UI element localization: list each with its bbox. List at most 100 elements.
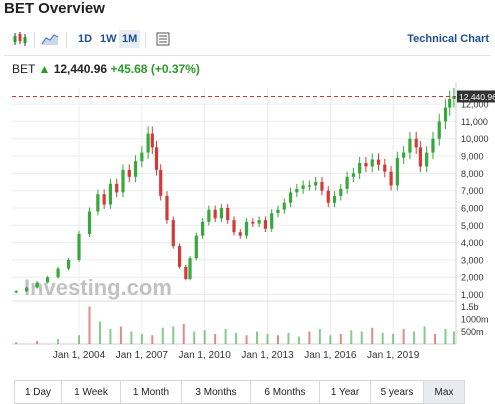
candle (115, 183, 119, 193)
last-price-tag (457, 90, 495, 103)
volume-bar (130, 331, 133, 344)
y-tick-label: 3,000 (461, 255, 484, 265)
candle (414, 138, 418, 148)
volume-bar (256, 331, 259, 344)
candle (370, 159, 374, 167)
range-1-month-button[interactable]: 1 Month (121, 381, 182, 403)
range-3-months-button[interactable]: 3 Months (182, 381, 251, 403)
candle (345, 176, 349, 189)
y-tick-label: 12,000 (461, 100, 489, 110)
area-chart-icon[interactable] (40, 30, 60, 48)
candle (102, 194, 106, 205)
volume-bar (318, 329, 321, 344)
y-tick-label: 1,000 (461, 290, 484, 300)
interval-1m-button[interactable]: 1M (119, 30, 141, 48)
candlestick-icon[interactable] (10, 30, 30, 48)
y-tick-label: 6,000 (461, 203, 484, 213)
candle (418, 147, 422, 167)
price-change-percent: (+0.37%) (150, 62, 200, 76)
candle (452, 96, 456, 99)
candle (127, 169, 131, 177)
y-tick-label: 8,000 (461, 169, 484, 179)
y-tick-label: 2,000 (461, 273, 484, 283)
volume-bar (161, 327, 164, 344)
volume-bar (381, 332, 384, 344)
last-price: 12,440.96 (53, 62, 108, 76)
volume-bar (235, 332, 238, 344)
candle (219, 207, 224, 219)
candle (431, 138, 435, 153)
candle (159, 169, 163, 196)
volume-tick-label: 1.5b (461, 302, 479, 312)
candle (301, 185, 305, 189)
candle (276, 209, 280, 214)
x-tick-label: Jan 1, 2010 (179, 350, 232, 361)
candle (213, 209, 217, 219)
toolbar-divider (66, 32, 67, 48)
candle (288, 192, 293, 203)
volume-bar (36, 341, 39, 344)
volume-bar (360, 331, 363, 344)
last-price-label: 12,440.96 (459, 92, 495, 102)
x-tick-label: Jan 1, 2016 (304, 350, 357, 361)
quote-summary: BET ▲ 12,440.96 +45.68 (+0.37%) (12, 62, 200, 76)
index-name: BET (12, 62, 36, 76)
interval-1d-button[interactable]: 1D (78, 33, 93, 45)
chart-toolbar: 1D 1W 1M (8, 30, 492, 50)
y-tick-label: 7,000 (461, 186, 484, 196)
volume-bar (78, 335, 81, 344)
volume-bar (172, 326, 175, 344)
volume-bar (214, 334, 217, 344)
range-max-button[interactable]: Max (424, 381, 464, 403)
candle (339, 188, 343, 196)
candle (282, 202, 286, 210)
range-1-day-button[interactable]: 1 Day (15, 381, 62, 403)
candle (188, 258, 192, 279)
candle (320, 182, 324, 191)
volume-bar (224, 329, 227, 344)
y-tick-label: 9,000 (461, 152, 484, 162)
candle (165, 195, 169, 221)
candle (77, 233, 81, 260)
volume-bar (57, 339, 60, 344)
volume-bar (109, 329, 112, 344)
volume-bar (287, 332, 290, 344)
candle (314, 182, 318, 186)
candle (184, 266, 188, 279)
candle (87, 211, 92, 234)
price-chart[interactable]: 1,000 2,000 3,000 4,000 5,000 6,000 7,000 8,000… (0, 0, 495, 380)
candle (232, 220, 236, 233)
technical-chart-link[interactable]: Technical Chart (407, 33, 489, 45)
chart-settings-icon[interactable] (153, 30, 173, 48)
volume-bar (266, 334, 269, 344)
x-tick-label: Jan 1, 2004 (53, 350, 106, 361)
volume-bar (140, 334, 143, 344)
volume-bar (444, 329, 447, 344)
volume-bar (423, 326, 426, 344)
volume-bar (88, 306, 91, 344)
y-tick-label: 4,000 (461, 238, 484, 248)
volume-bar (98, 321, 101, 344)
volume-bar (119, 326, 122, 344)
volume-bar (413, 331, 416, 344)
candle (408, 138, 412, 153)
interval-1w-button[interactable]: 1W (100, 33, 117, 45)
y-tick-label: 10,000 (461, 134, 489, 144)
toolbar-divider-line (4, 55, 491, 56)
candle (443, 107, 448, 122)
candle (251, 221, 255, 224)
volume-bar (182, 324, 185, 344)
toolbar-divider (145, 32, 146, 48)
range-6-months-button[interactable]: 6 Months (251, 381, 320, 403)
volume-bar (151, 335, 154, 344)
volume-bar (193, 331, 196, 344)
candle (96, 194, 100, 212)
candle (257, 220, 261, 224)
up-arrow-icon: ▲ (38, 62, 51, 76)
candle (263, 220, 268, 229)
volume-bar (308, 331, 311, 344)
volume-bar (452, 331, 455, 344)
range-1-week-button[interactable]: 1 Week (62, 381, 121, 403)
range-1-year-button[interactable]: 1 Year (320, 381, 371, 403)
range-5-years-button[interactable]: 5 years (371, 381, 424, 403)
